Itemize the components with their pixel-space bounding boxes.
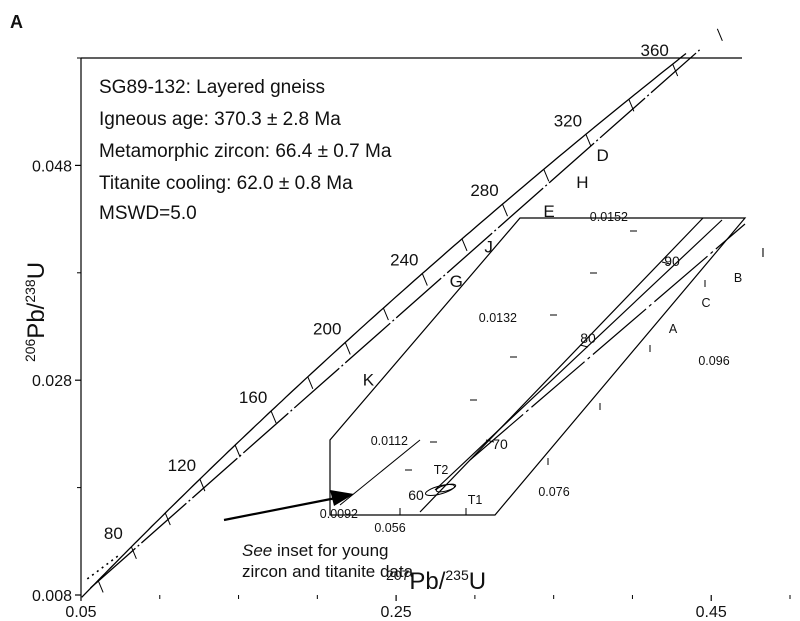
inset-y-tick-label: 0.0132	[479, 311, 517, 325]
inset-age-label: 80	[580, 330, 596, 346]
inset-frame	[329, 217, 747, 516]
concordia-age-tick	[672, 63, 679, 77]
concordia-age-tick	[130, 546, 137, 559]
concordia-age-tick	[461, 238, 468, 252]
inset-x-tick-label: 0.056	[374, 521, 405, 535]
y-label-sup2: 238	[22, 279, 38, 303]
y-tick-label: 0.008	[32, 588, 72, 605]
titanite-ellipse-t2	[424, 484, 456, 496]
inset-age-tick	[485, 439, 495, 443]
inset-age-label: 90	[664, 253, 680, 269]
x-axis-label: 207Pb/235U	[386, 567, 486, 595]
annotation-line-2: zircon and titanite data	[242, 562, 414, 581]
concordia-age-tick	[543, 169, 550, 182]
inset-discordia-dashed	[469, 223, 746, 461]
concordia-age-label: 240	[390, 251, 418, 270]
inset-age-label: 70	[492, 436, 508, 452]
inset-point-label: B	[734, 271, 742, 285]
concordia-age-tick	[716, 28, 723, 41]
y-tick-label: 0.028	[32, 373, 72, 390]
y-label-end: U	[23, 262, 50, 279]
inset-y-tick-label: 0.0152	[590, 210, 628, 224]
inset-y-tick-label: 0.0092	[320, 507, 358, 521]
concordia-age-label: 320	[554, 111, 582, 130]
inset-point-label: T1	[468, 493, 483, 507]
titanite-ellipse-t1	[435, 483, 457, 493]
discordia-point-label: E	[543, 202, 554, 221]
inset-point-label: C	[701, 296, 710, 310]
info-line-igneous: Igneous age: 370.3 ± 2.8 Ma	[99, 109, 341, 130]
y-label-sup1: 206	[22, 338, 38, 362]
concordia-age-tick	[199, 478, 206, 492]
concordia-age-tick	[270, 410, 277, 424]
x-label-end: U	[469, 568, 486, 595]
x-tick-label: 0.25	[381, 604, 412, 621]
inset-concordia-line	[419, 217, 704, 513]
discordia-point-label: G	[450, 272, 463, 291]
y-label-base: Pb/	[23, 302, 50, 338]
inset-discordia-line	[434, 219, 723, 491]
discordia-point-label: J	[484, 237, 493, 256]
svg-text:206Pb/238U: 206Pb/238U	[22, 262, 50, 362]
annotation-line-1: See inset for young	[242, 541, 389, 560]
x-label-sup1: 207	[386, 567, 410, 583]
concordia-age-label: 80	[104, 524, 123, 543]
info-line-metamorphic: Metamorphic zircon: 66.4 ± 0.7 Ma	[99, 141, 392, 162]
concordia-age-tick	[502, 203, 508, 217]
discordia-point-label: H	[576, 173, 588, 192]
info-block: SG89-132: Layered gneiss Igneous age: 37…	[99, 77, 392, 224]
concordia-age-tick	[421, 273, 428, 286]
inset-point-label: A	[669, 322, 678, 336]
x-label-base: Pb/	[409, 568, 445, 595]
annotation-arrow	[223, 490, 354, 522]
concordia-age-tick	[307, 376, 314, 389]
inset-y-tick-label: 0.0112	[371, 434, 408, 448]
concordia-age-label: 200	[313, 319, 341, 338]
inset-point-label: I	[761, 246, 764, 260]
panel-label: A	[10, 12, 23, 32]
concordia-age-tick	[344, 342, 351, 355]
inset-age-label: 60	[408, 487, 424, 503]
concordia-age-label: 160	[239, 388, 267, 407]
info-line-sample: SG89-132: Layered gneiss	[99, 77, 325, 98]
info-line-mswd: MSWD=5.0	[99, 203, 197, 224]
concordia-age-tick	[585, 134, 592, 147]
inset-point-label: T2	[434, 463, 449, 477]
concordia-age-tick	[234, 444, 241, 458]
y-axis-label: 206Pb/238U	[22, 262, 50, 362]
inset-annotation: See inset for young zircon and titanite …	[242, 541, 414, 581]
inset-age-tick	[579, 344, 589, 348]
discordia-point-label: D	[597, 146, 609, 165]
inset-x-tick-label: 0.076	[538, 485, 569, 499]
concordia-age-tick	[382, 307, 389, 321]
info-line-titanite: Titanite cooling: 62.0 ± 0.8 Ma	[99, 173, 353, 194]
x-tick-label: 0.45	[696, 604, 727, 621]
discordia-point-label: K	[363, 371, 375, 390]
concordia-curve	[81, 52, 687, 598]
concordia-age-label: 360	[640, 41, 668, 60]
inset-age-tick	[661, 261, 671, 265]
discordia-line	[90, 49, 701, 589]
concordia-age-tick	[97, 580, 104, 593]
concordia-age-label: 280	[470, 181, 498, 200]
inset-x-tick-label: 0.096	[698, 354, 729, 368]
x-label-sup2: 235	[445, 567, 469, 583]
discordia-dotted-extension	[86, 553, 121, 580]
y-tick-label: 0.048	[32, 158, 72, 175]
concordia-age-label: 120	[168, 456, 196, 475]
x-tick-label: 0.05	[65, 604, 96, 621]
